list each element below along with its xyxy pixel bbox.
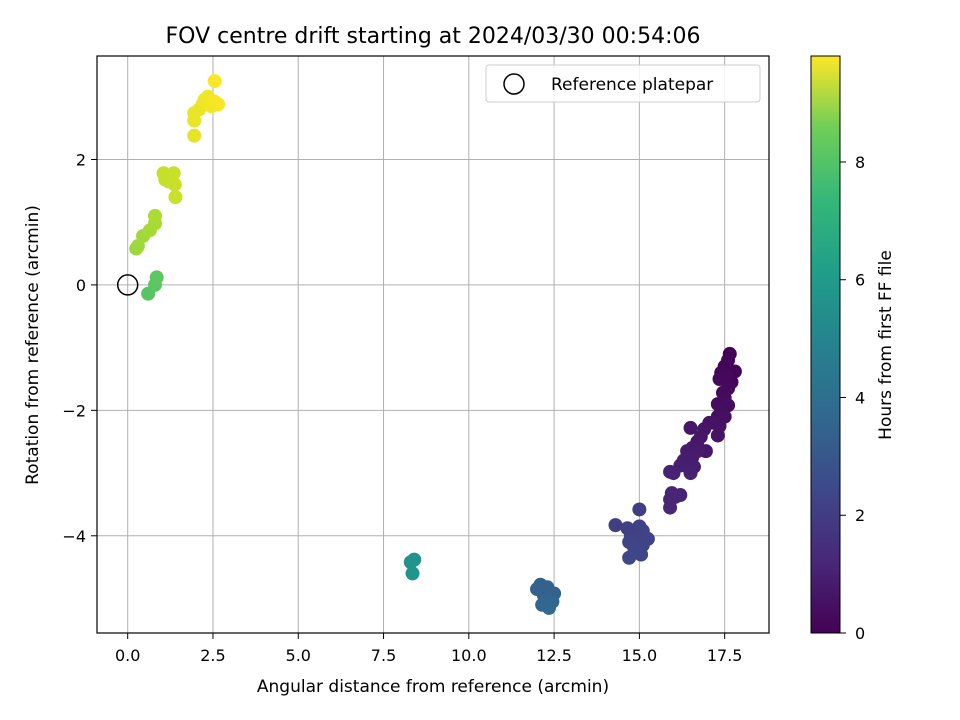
colorbar-tick-label: 0 bbox=[855, 624, 865, 643]
data-point bbox=[405, 566, 420, 581]
data-point bbox=[147, 208, 162, 223]
data-point bbox=[167, 177, 182, 192]
x-axis-label: Angular distance from reference (arcmin) bbox=[257, 677, 609, 697]
legend: Reference platepar bbox=[485, 64, 761, 103]
data-point bbox=[166, 166, 181, 181]
plot-background bbox=[97, 56, 769, 633]
x-tick-label: 5.0 bbox=[286, 646, 311, 665]
data-point bbox=[149, 270, 164, 285]
colorbar: 0 2 4 6 8 Hours from first FF file bbox=[810, 55, 896, 643]
colorbar-label: Hours from first FF file bbox=[876, 250, 896, 440]
data-point bbox=[683, 466, 698, 481]
x-tick-label: 15.0 bbox=[622, 646, 658, 665]
y-axis-ticks: −4 −2 0 2 bbox=[62, 150, 97, 546]
data-point bbox=[712, 371, 727, 386]
data-point bbox=[683, 420, 698, 435]
legend-reference-marker bbox=[503, 73, 525, 95]
x-tick-label: 17.5 bbox=[707, 646, 743, 665]
data-point bbox=[608, 518, 623, 533]
reference-platepar-point bbox=[116, 274, 139, 296]
data-point bbox=[663, 500, 678, 515]
y-axis-label: Rotation from reference (arcmin) bbox=[23, 205, 43, 485]
x-tick-label: 7.5 bbox=[371, 646, 396, 665]
y-tick-label: 2 bbox=[76, 150, 86, 169]
data-point bbox=[207, 74, 222, 89]
data-points bbox=[129, 74, 742, 615]
colorbar-tick-label: 2 bbox=[855, 506, 865, 525]
legend-box bbox=[485, 64, 761, 103]
data-point bbox=[403, 555, 418, 570]
data-point bbox=[541, 600, 556, 615]
data-point bbox=[211, 97, 226, 112]
plot-area: 0.0 2.5 5.0 7.5 10.0 12.5 15.0 17.5 −4 −2 0 2 bbox=[62, 55, 770, 665]
colorbar-tick-label: 8 bbox=[855, 153, 865, 172]
colorbar-tick-label: 4 bbox=[855, 388, 865, 407]
x-tick-label: 2.5 bbox=[200, 646, 225, 665]
colorbar-gradient bbox=[810, 55, 841, 634]
reference-marker bbox=[116, 274, 139, 296]
y-tick-label: 0 bbox=[76, 276, 86, 295]
data-point bbox=[168, 190, 183, 205]
colorbar-tick-label: 6 bbox=[855, 271, 865, 290]
data-point bbox=[632, 502, 647, 517]
x-tick-label: 10.0 bbox=[451, 646, 487, 665]
data-point bbox=[666, 466, 681, 481]
chart-title: FOV centre drift starting at 2024/03/30 … bbox=[166, 24, 701, 49]
x-tick-label: 0.0 bbox=[115, 646, 140, 665]
data-point bbox=[156, 166, 171, 181]
legend-entry-reference-platepar: Reference platepar bbox=[551, 75, 713, 95]
colorbar-ticks: 0 2 4 6 8 bbox=[840, 153, 865, 643]
x-axis-ticks: 0.0 2.5 5.0 7.5 10.0 12.5 15.0 17.5 bbox=[115, 633, 742, 665]
data-point bbox=[622, 550, 637, 565]
y-tick-label: −2 bbox=[62, 401, 86, 420]
plot-frame bbox=[96, 55, 770, 634]
data-point bbox=[187, 128, 202, 143]
y-tick-label: −4 bbox=[62, 527, 86, 546]
data-point bbox=[634, 547, 649, 562]
x-tick-label: 12.5 bbox=[536, 646, 572, 665]
data-point bbox=[710, 428, 725, 443]
y-gridlines bbox=[97, 158, 769, 537]
